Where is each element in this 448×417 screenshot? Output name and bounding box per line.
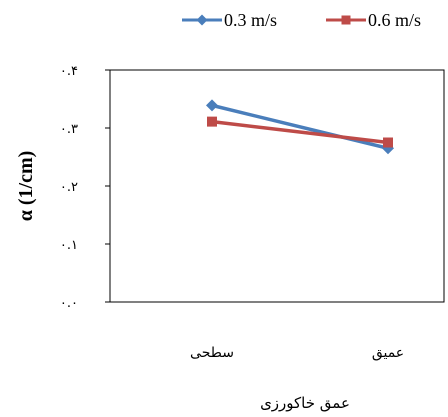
legend: 0.3 m/s 0.6 m/s [182,10,421,30]
data-point-series-1[interactable] [206,99,218,112]
legend-marker-series-2 [341,15,351,25]
y-tick-label: ۰.۰ [60,296,78,311]
data-point-series-2[interactable] [383,137,393,148]
y-tick-label: ۰.۴ [60,64,78,79]
y-axis: ۰.۰ ۰.۱ ۰.۲ ۰.۳ ۰.۴ [60,64,110,311]
data-point-series-2[interactable] [207,116,217,127]
x-category-label: سطحی [190,345,234,361]
series-group [206,99,394,155]
y-tick-label: ۰.۱ [60,238,78,253]
y-axis-title: α (1/cm) [15,151,37,222]
legend-label-series-1: 0.3 m/s [224,10,277,30]
x-axis: سطحی عمیق [190,345,404,361]
legend-item-series-2[interactable]: 0.6 m/s [326,10,421,30]
legend-item-series-1[interactable]: 0.3 m/s [182,10,277,30]
x-category-label: عمیق [372,345,404,361]
x-axis-title: عمق خاکورزی [260,394,350,412]
legend-label-series-2: 0.6 m/s [368,10,421,30]
series-line-1 [211,103,389,151]
y-tick-label: ۰.۳ [60,122,78,137]
y-tick-label: ۰.۲ [60,180,78,195]
legend-marker-series-1 [196,14,208,26]
plot-area-border [109,69,445,303]
series-line-2 [211,119,389,145]
